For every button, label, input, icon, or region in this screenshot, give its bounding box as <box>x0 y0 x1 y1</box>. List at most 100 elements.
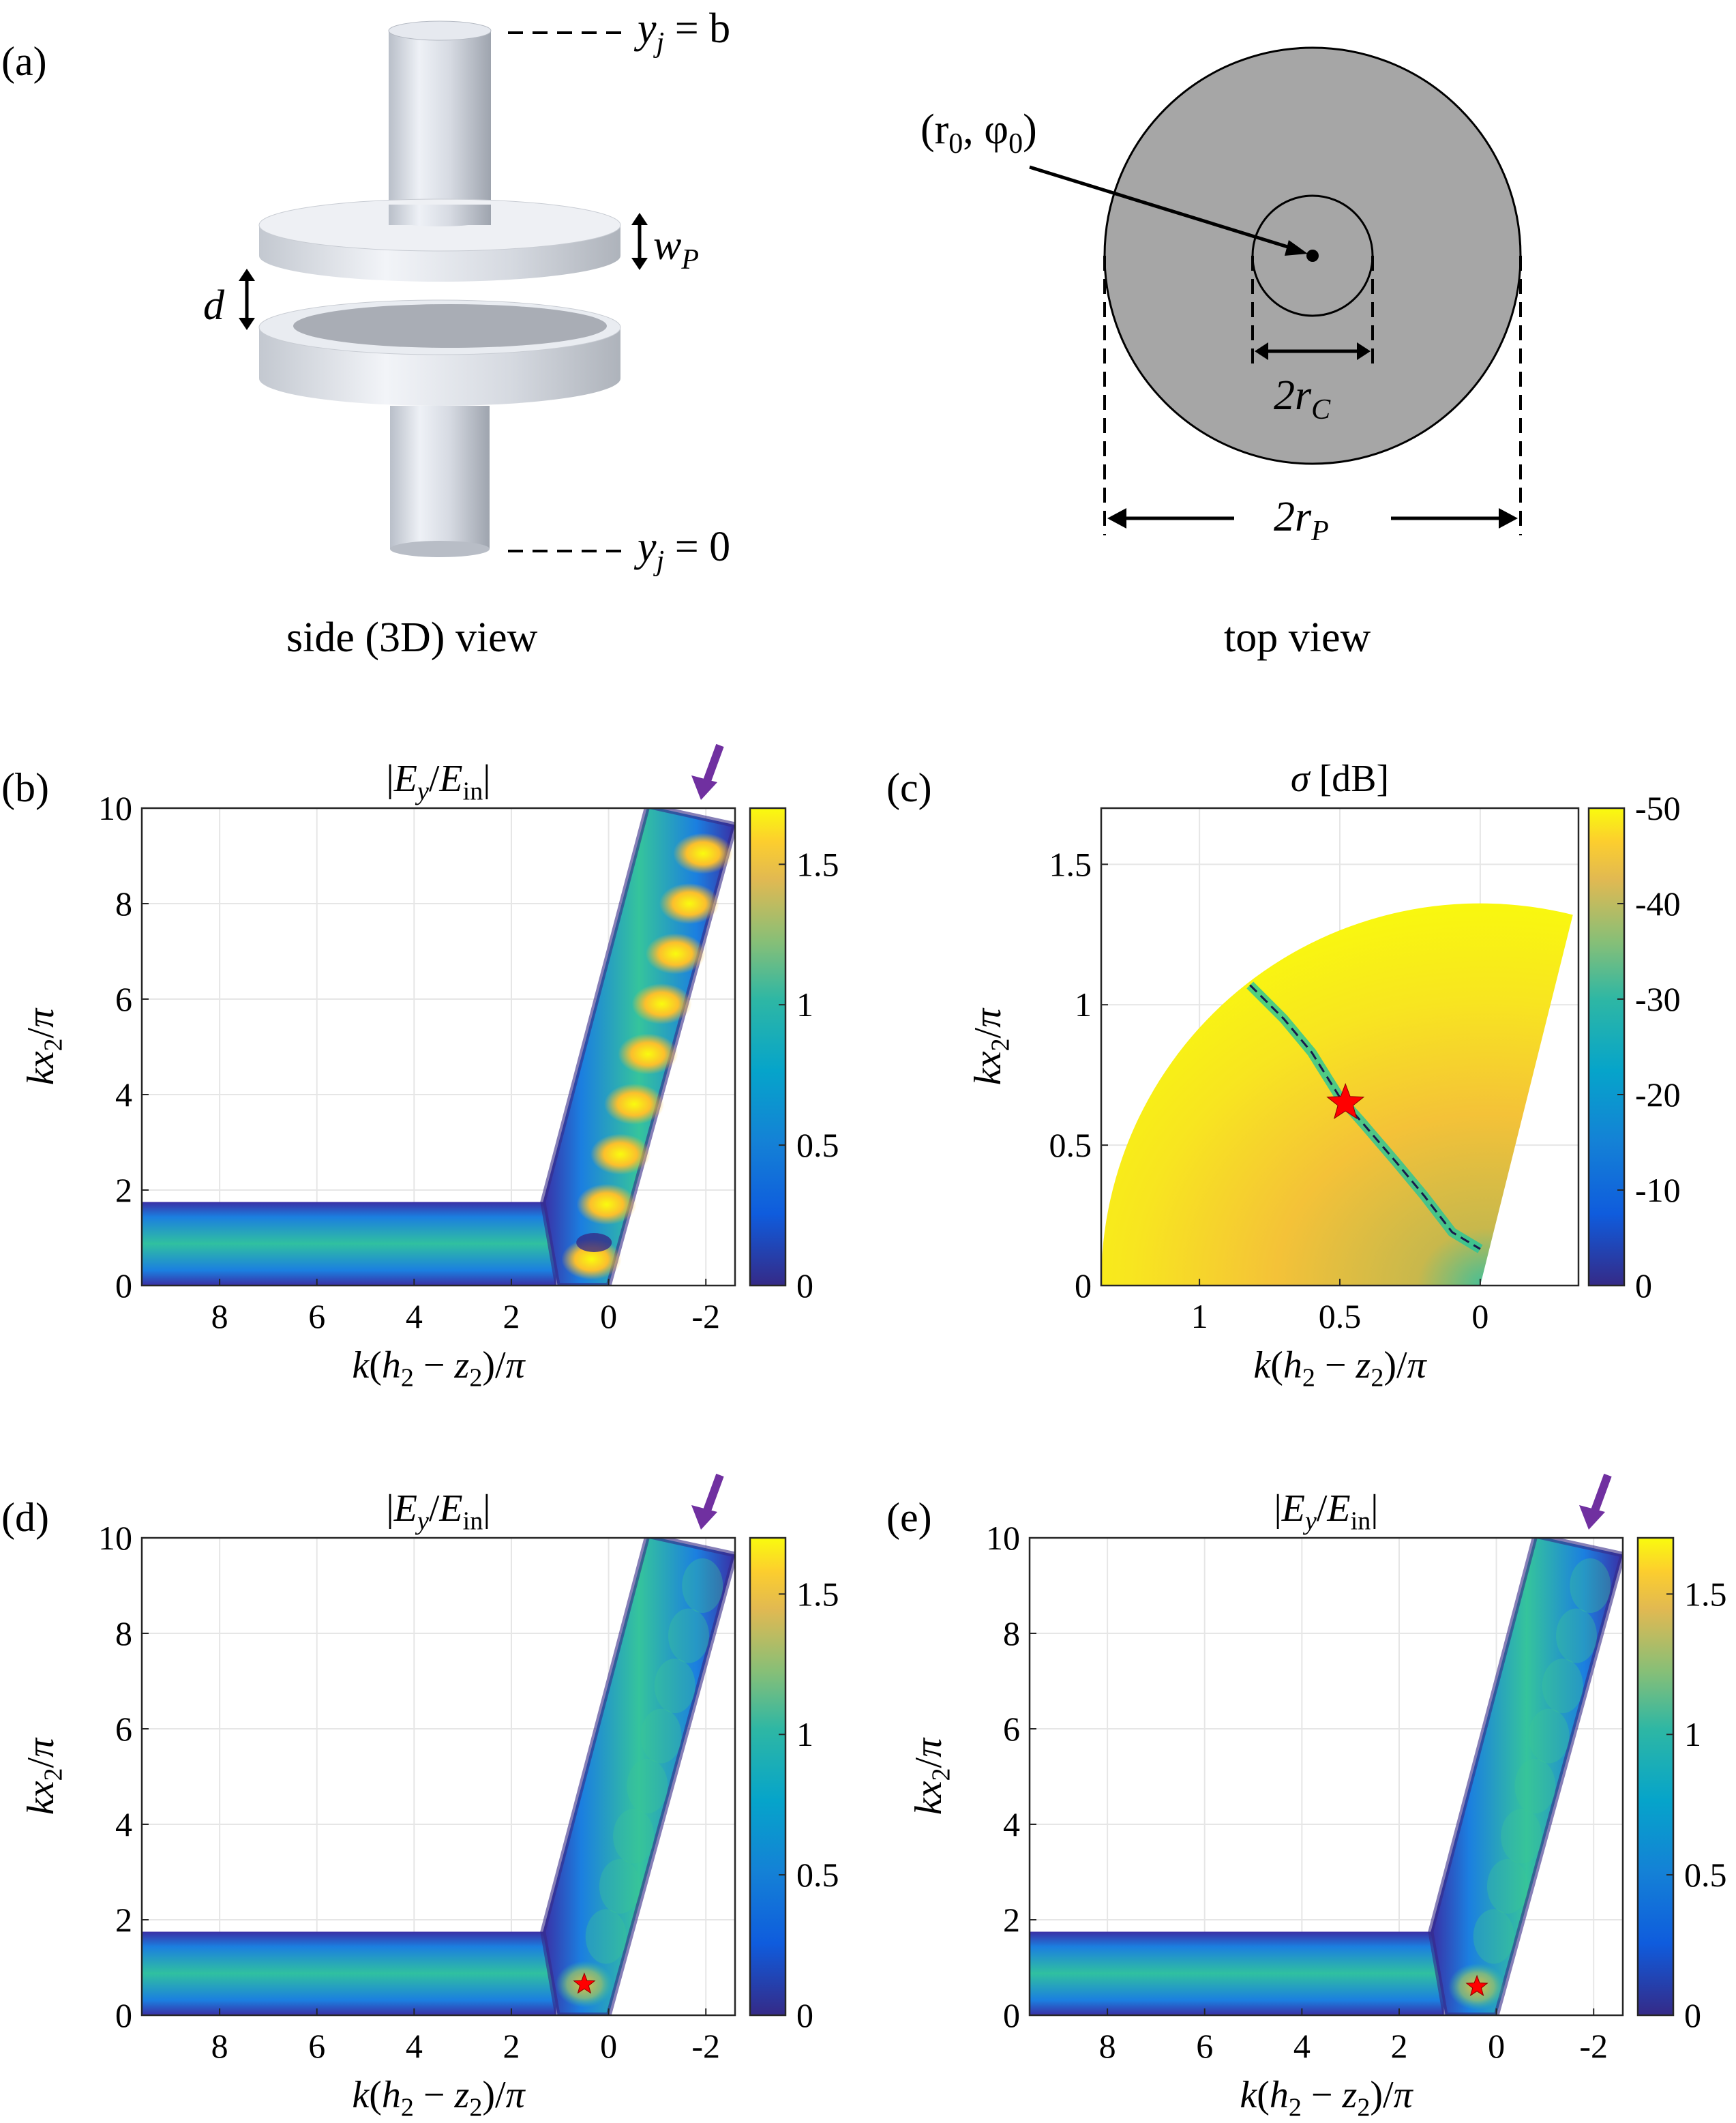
y-axis-label: kx2/π <box>908 1737 955 1815</box>
colorbar-tick-label: -20 <box>1635 1075 1681 1114</box>
x-tick-label: 4 <box>1293 2027 1311 2065</box>
colorbar-tick-label: 1 <box>796 985 813 1024</box>
output-arrow <box>1589 1473 1612 1518</box>
x-tick-label: 4 <box>406 2027 423 2065</box>
waveguide-tilted <box>543 1538 735 2015</box>
panel-c-label: (c) <box>886 765 932 810</box>
y-tick-label: 8 <box>115 1614 132 1652</box>
y-tick-label: 4 <box>1003 1805 1020 1843</box>
field-peak <box>604 1084 665 1125</box>
panel-c-title: σ [dB] <box>1291 758 1389 800</box>
y-tick-label: 0.5 <box>1049 1126 1092 1164</box>
x-tick-label: -2 <box>1579 2027 1608 2065</box>
field-null <box>576 1233 612 1252</box>
field-lobe <box>1473 1909 1514 1964</box>
field-peak <box>645 933 706 975</box>
svg-text:yj = b: yj = b <box>633 5 730 59</box>
field-lobe <box>640 1708 682 1764</box>
2rc-label: 2rC <box>1274 372 1331 426</box>
colorbar: 0 0.5 1 1.5 <box>749 1536 839 2034</box>
field-lobe <box>654 1659 695 1713</box>
field-lobe <box>1528 1708 1570 1764</box>
y-tick-label: 8 <box>1003 1614 1020 1652</box>
field-lobe <box>1570 1558 1611 1613</box>
panel-d-label: (d) <box>1 1495 49 1540</box>
top-caption: top view <box>1224 614 1371 661</box>
field-lobe <box>1542 1659 1583 1713</box>
y-tick-label: 0 <box>115 1996 132 2034</box>
field-peak <box>590 1133 650 1175</box>
x-tick-label: -2 <box>691 1297 720 1335</box>
x-tick-label: 6 <box>308 2027 325 2065</box>
colorbar-tick-label: 1 <box>1684 1715 1701 1753</box>
x-tick-label: 6 <box>1196 2027 1213 2065</box>
y-tick-label: 4 <box>115 1805 132 1843</box>
colorbar-tick-label: 1 <box>796 1715 813 1753</box>
yj-0-label: y <box>633 524 657 570</box>
y-tick-label: 0 <box>115 1266 132 1305</box>
field-map <box>1030 1538 1623 2015</box>
output-arrow-head <box>691 775 717 800</box>
field-map <box>142 808 735 1286</box>
waveguide-horizontal <box>1030 1931 1444 2015</box>
colorbar-tick-label: 0.5 <box>1684 1856 1727 1894</box>
sigma-field <box>1101 903 1573 1286</box>
x-tick-label: 0.5 <box>1319 1297 1362 1335</box>
y-axis-label: kx2/π <box>967 1007 1015 1085</box>
field-peak <box>659 883 719 924</box>
2rp-label: 2rP <box>1274 494 1329 547</box>
y-tick-label: 2 <box>115 1901 132 1939</box>
panel-a-label: (a) <box>1 39 47 84</box>
colorbar-tick-label: 1.5 <box>796 1575 839 1613</box>
panel-c: (c) σ [dB] 1 0.5 0 0 0.5 1 1.5 k(h2 − z2)/π kx2/π 0… <box>886 758 1681 1392</box>
svg-text:yj = 0: yj = 0 <box>633 524 730 577</box>
yj-b-sub: j <box>653 27 665 59</box>
waveguide-edge <box>540 1538 735 2015</box>
ticks: 1 0.5 0 0 0.5 1 1.5 <box>1049 845 1489 1335</box>
waveguide-horizontal <box>142 1931 556 2015</box>
panel-a: (a) yj = b yj = 0 wP <box>1 5 1522 661</box>
colorbar-tick-label: 1.5 <box>796 845 839 883</box>
panel-e-label: (e) <box>886 1495 932 1540</box>
output-arrow <box>701 743 724 788</box>
yj-b-eq: = b <box>664 5 730 52</box>
x-axis-label: k(h2 − z2)/π <box>1253 1344 1427 1392</box>
output-arrow-head <box>1579 1505 1605 1530</box>
field-peak <box>631 983 692 1024</box>
y-tick-label: 6 <box>115 1710 132 1748</box>
colorbar: 0 0.5 1 1.5 <box>749 807 839 1305</box>
y-tick-label: 6 <box>1003 1710 1020 1748</box>
y-tick-label: 6 <box>115 980 132 1018</box>
y-tick-label: 0 <box>1075 1266 1092 1305</box>
y-tick-label: 1 <box>1075 985 1092 1024</box>
colorbar-tick-label: -30 <box>1635 980 1681 1018</box>
ticks: 8 6 4 2 0 -2 0 2 4 6 8 10 <box>986 1519 1608 2065</box>
x-tick-label: 6 <box>308 1297 325 1335</box>
field-lobe <box>1556 1608 1598 1663</box>
colorbar: 0 -10 -20 -30 -40 -50 <box>1587 789 1681 1305</box>
y-tick-label: 2 <box>115 1171 132 1209</box>
x-tick-label: -2 <box>691 2027 720 2065</box>
y-tick-label: 10 <box>986 1519 1020 1557</box>
yj-b-label: y <box>633 5 657 52</box>
colorbar-tick-label: 0.5 <box>796 1126 839 1164</box>
source-star-marker <box>1326 1082 1365 1120</box>
colorbar-tick-label: -40 <box>1635 885 1681 923</box>
colorbar-tick-label: 0.5 <box>796 1856 839 1894</box>
field-lobe <box>668 1608 710 1663</box>
yj-0-sub: j <box>653 546 665 577</box>
side-caption: side (3D) view <box>286 614 538 661</box>
field-lobe <box>613 1809 655 1864</box>
x-axis-label: k(h2 − z2)/π <box>352 2074 526 2122</box>
colorbar-tick-label: 1.5 <box>1684 1575 1727 1613</box>
field-map <box>142 1538 735 2015</box>
r0-phi0-label: (r0, φ0) <box>921 106 1037 160</box>
panel-b-title: |Ey/Ein| <box>387 758 491 805</box>
y-tick-label: 10 <box>98 789 132 827</box>
field-lobe <box>585 1909 627 1964</box>
x-tick-label: 8 <box>1099 2027 1116 2065</box>
field-peak <box>673 833 734 874</box>
waveguide-edge <box>1428 1538 1623 2015</box>
